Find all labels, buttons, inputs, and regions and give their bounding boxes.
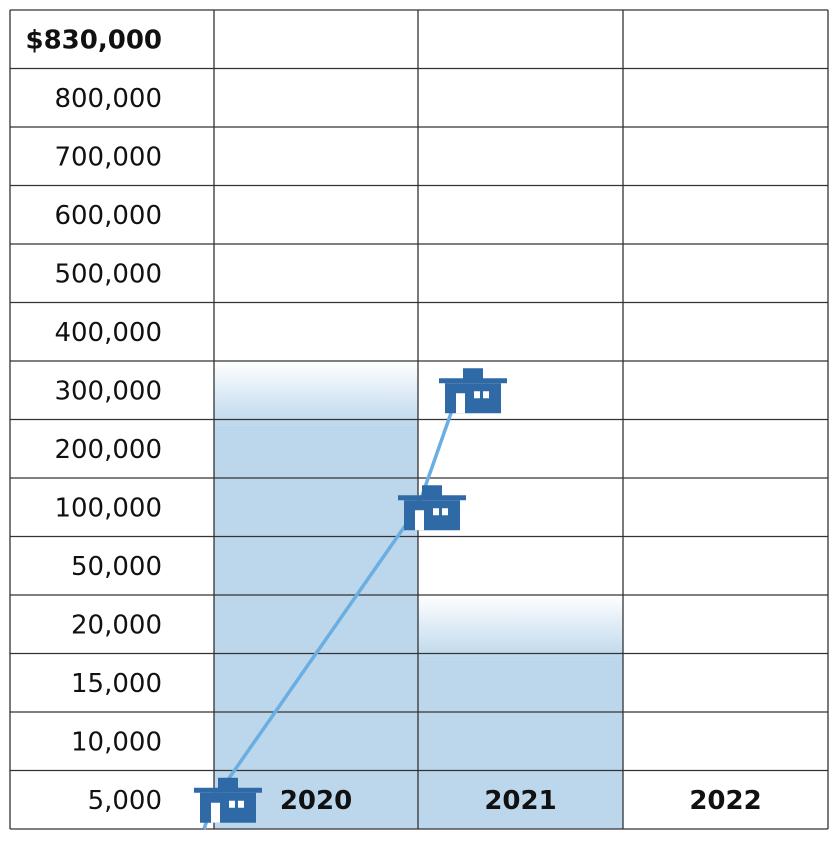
y-tick-label: 5,000 [88,786,162,816]
y-tick-label: 20,000 [71,610,162,640]
y-tick-label: 15,000 [71,669,162,699]
house-icon [398,485,466,531]
bars-layer [214,361,623,829]
x-tick-label: 2022 [689,786,761,816]
bar-solid-2021 [418,659,623,829]
y-tick-label: 100,000 [54,493,162,523]
y-tick-label: 50,000 [71,552,162,582]
house-icon [439,368,507,414]
marker-layer [194,368,507,823]
y-tick-label: 300,000 [54,376,162,406]
bar-solid-2020 [214,425,418,829]
x-tick-label: 2021 [484,786,556,816]
grid-layer [9,9,829,830]
y-tick-label: $830,000 [25,25,162,55]
bar-fade-2021 [418,595,623,660]
bar-2021 [418,595,623,829]
x-axis-labels: 2020 2021 2022 [280,786,762,816]
y-tick-label: 600,000 [54,201,162,231]
y-tick-label: 400,000 [54,318,162,348]
x-tick-label: 2020 [280,786,352,816]
bar-2020 [214,361,418,829]
y-tick-label: 800,000 [54,84,162,114]
y-tick-label: 10,000 [71,727,162,757]
bar-fade-2020 [214,361,418,426]
house-icon [194,777,262,823]
y-tick-label: 200,000 [54,435,162,465]
y-tick-label: 700,000 [54,142,162,172]
y-axis-labels: $830,000 800,000 700,000 600,000 500,000 400,… [25,25,162,816]
y-tick-label: 500,000 [54,259,162,289]
